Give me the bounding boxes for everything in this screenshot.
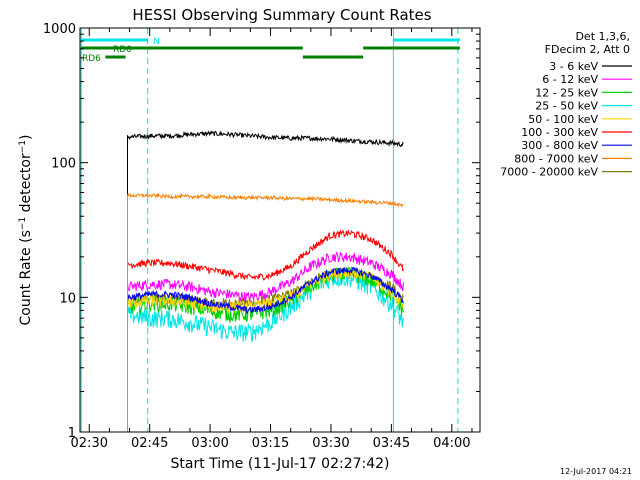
y-axis-label-part: ) [18,135,34,140]
flag-label-rd6: RD6 [82,54,101,64]
x-tick-label: 03:00 [191,436,228,451]
timestamp: 12-Jul-2017 04:21 [560,467,632,476]
data-layer: N RD0 RD6 [80,28,460,432]
y-tick-label: 10 [59,291,76,306]
legend-entry-label: 12 - 25 keV [535,86,598,99]
legend-entry-label: 3 - 6 keV [549,60,598,73]
axis-layer: 02:30 02:45 03:00 03:15 03:30 03:45 04:00 1 10 10… [43,22,480,451]
series-line-3-6-kev [127,130,404,432]
y-axis-label-exponent: −1 [18,217,28,230]
y-axis-label-part: Count Rate (s [18,230,34,325]
legend-entry-label: 7000 - 20000 keV [500,166,598,179]
series-line-300-800-kev [127,266,404,432]
legend-entry-label: 25 - 50 keV [535,100,598,113]
x-axis-label: Start Time (11-Jul-17 02:27:42) [170,456,389,472]
series-line-100-300-kev [127,229,404,432]
series-line-800-7000-kev [127,192,404,432]
y-axis-label-part: detector [18,153,34,217]
legend-header-line-2: FDecim 2, Att 0 [545,43,630,56]
x-tick-label: 03:45 [373,436,410,451]
x-tick-label: 04:00 [433,436,470,451]
y-axis-label-exponent: −1 [18,140,28,153]
series-line-6-12-kev [127,251,404,432]
x-tick-label: 02:30 [71,436,108,451]
y-tick-label: 1000 [43,22,76,37]
flag-label-n: N [153,37,160,47]
y-axis-label: Count Rate (s−1 detector−1) [18,135,34,326]
legend-header-line-1: Det 1,3,6, [575,30,630,43]
x-tick-label: 02:45 [131,436,168,451]
legend-entry-label: 100 - 300 keV [521,126,598,139]
y-tick-label: 1 [68,426,76,441]
y-tick-label: 100 [51,157,76,172]
flag-label-rd0: RD0 [113,45,132,55]
x-tick-label: 03:30 [312,436,349,451]
x-tick-label: 03:15 [252,436,289,451]
legend-entry-label: 6 - 12 keV [542,73,598,86]
legend-entry-label: 300 - 800 keV [521,139,598,152]
chart-title: HESSI Observing Summary Count Rates [132,6,431,24]
legend-entry-label: 800 - 7000 keV [514,152,598,165]
legend-entry-label: 50 - 100 keV [528,113,598,126]
plot-frame [79,27,481,433]
